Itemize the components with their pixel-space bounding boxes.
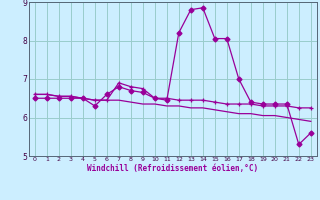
X-axis label: Windchill (Refroidissement éolien,°C): Windchill (Refroidissement éolien,°C) <box>87 164 258 173</box>
